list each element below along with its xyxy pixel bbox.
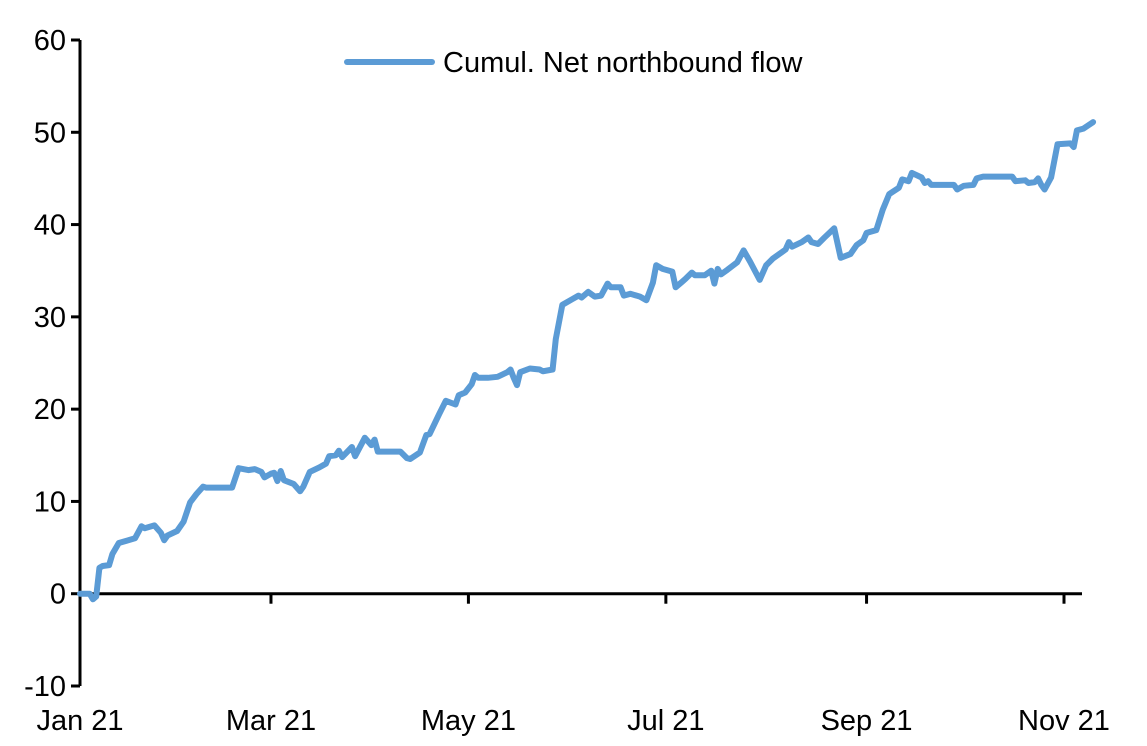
- x-tick-label: Mar 21: [226, 705, 316, 737]
- y-tick-label: 0: [50, 579, 66, 611]
- x-tick-label: Jan 21: [36, 705, 123, 737]
- x-tick-label: May 21: [421, 705, 516, 737]
- y-tick-label: 10: [34, 486, 66, 518]
- x-tick-label: Jul 21: [627, 705, 704, 737]
- series-group: [77, 119, 1097, 603]
- y-axis: -10 0 10 20 30 40 50 60: [24, 25, 82, 703]
- x-axis: Jan 21 Mar 21 May 21 Jul 21 Sep 21 Nov 21: [36, 592, 1110, 737]
- legend-label: Cumul. Net northbound flow: [443, 47, 804, 79]
- y-tick-label: 40: [34, 210, 66, 242]
- series-line-cumul-net-northbound-flow: [77, 119, 1097, 603]
- y-tick-label: 30: [34, 302, 66, 334]
- y-tick-label: -10: [24, 671, 66, 703]
- y-tick-label: 50: [34, 117, 66, 149]
- x-tick-label: Sep 21: [821, 705, 913, 737]
- legend: Cumul. Net northbound flow: [344, 47, 804, 79]
- y-tick-label: 20: [34, 394, 66, 426]
- y-tick-label: 60: [34, 25, 66, 57]
- x-tick-label: Nov 21: [1018, 705, 1110, 737]
